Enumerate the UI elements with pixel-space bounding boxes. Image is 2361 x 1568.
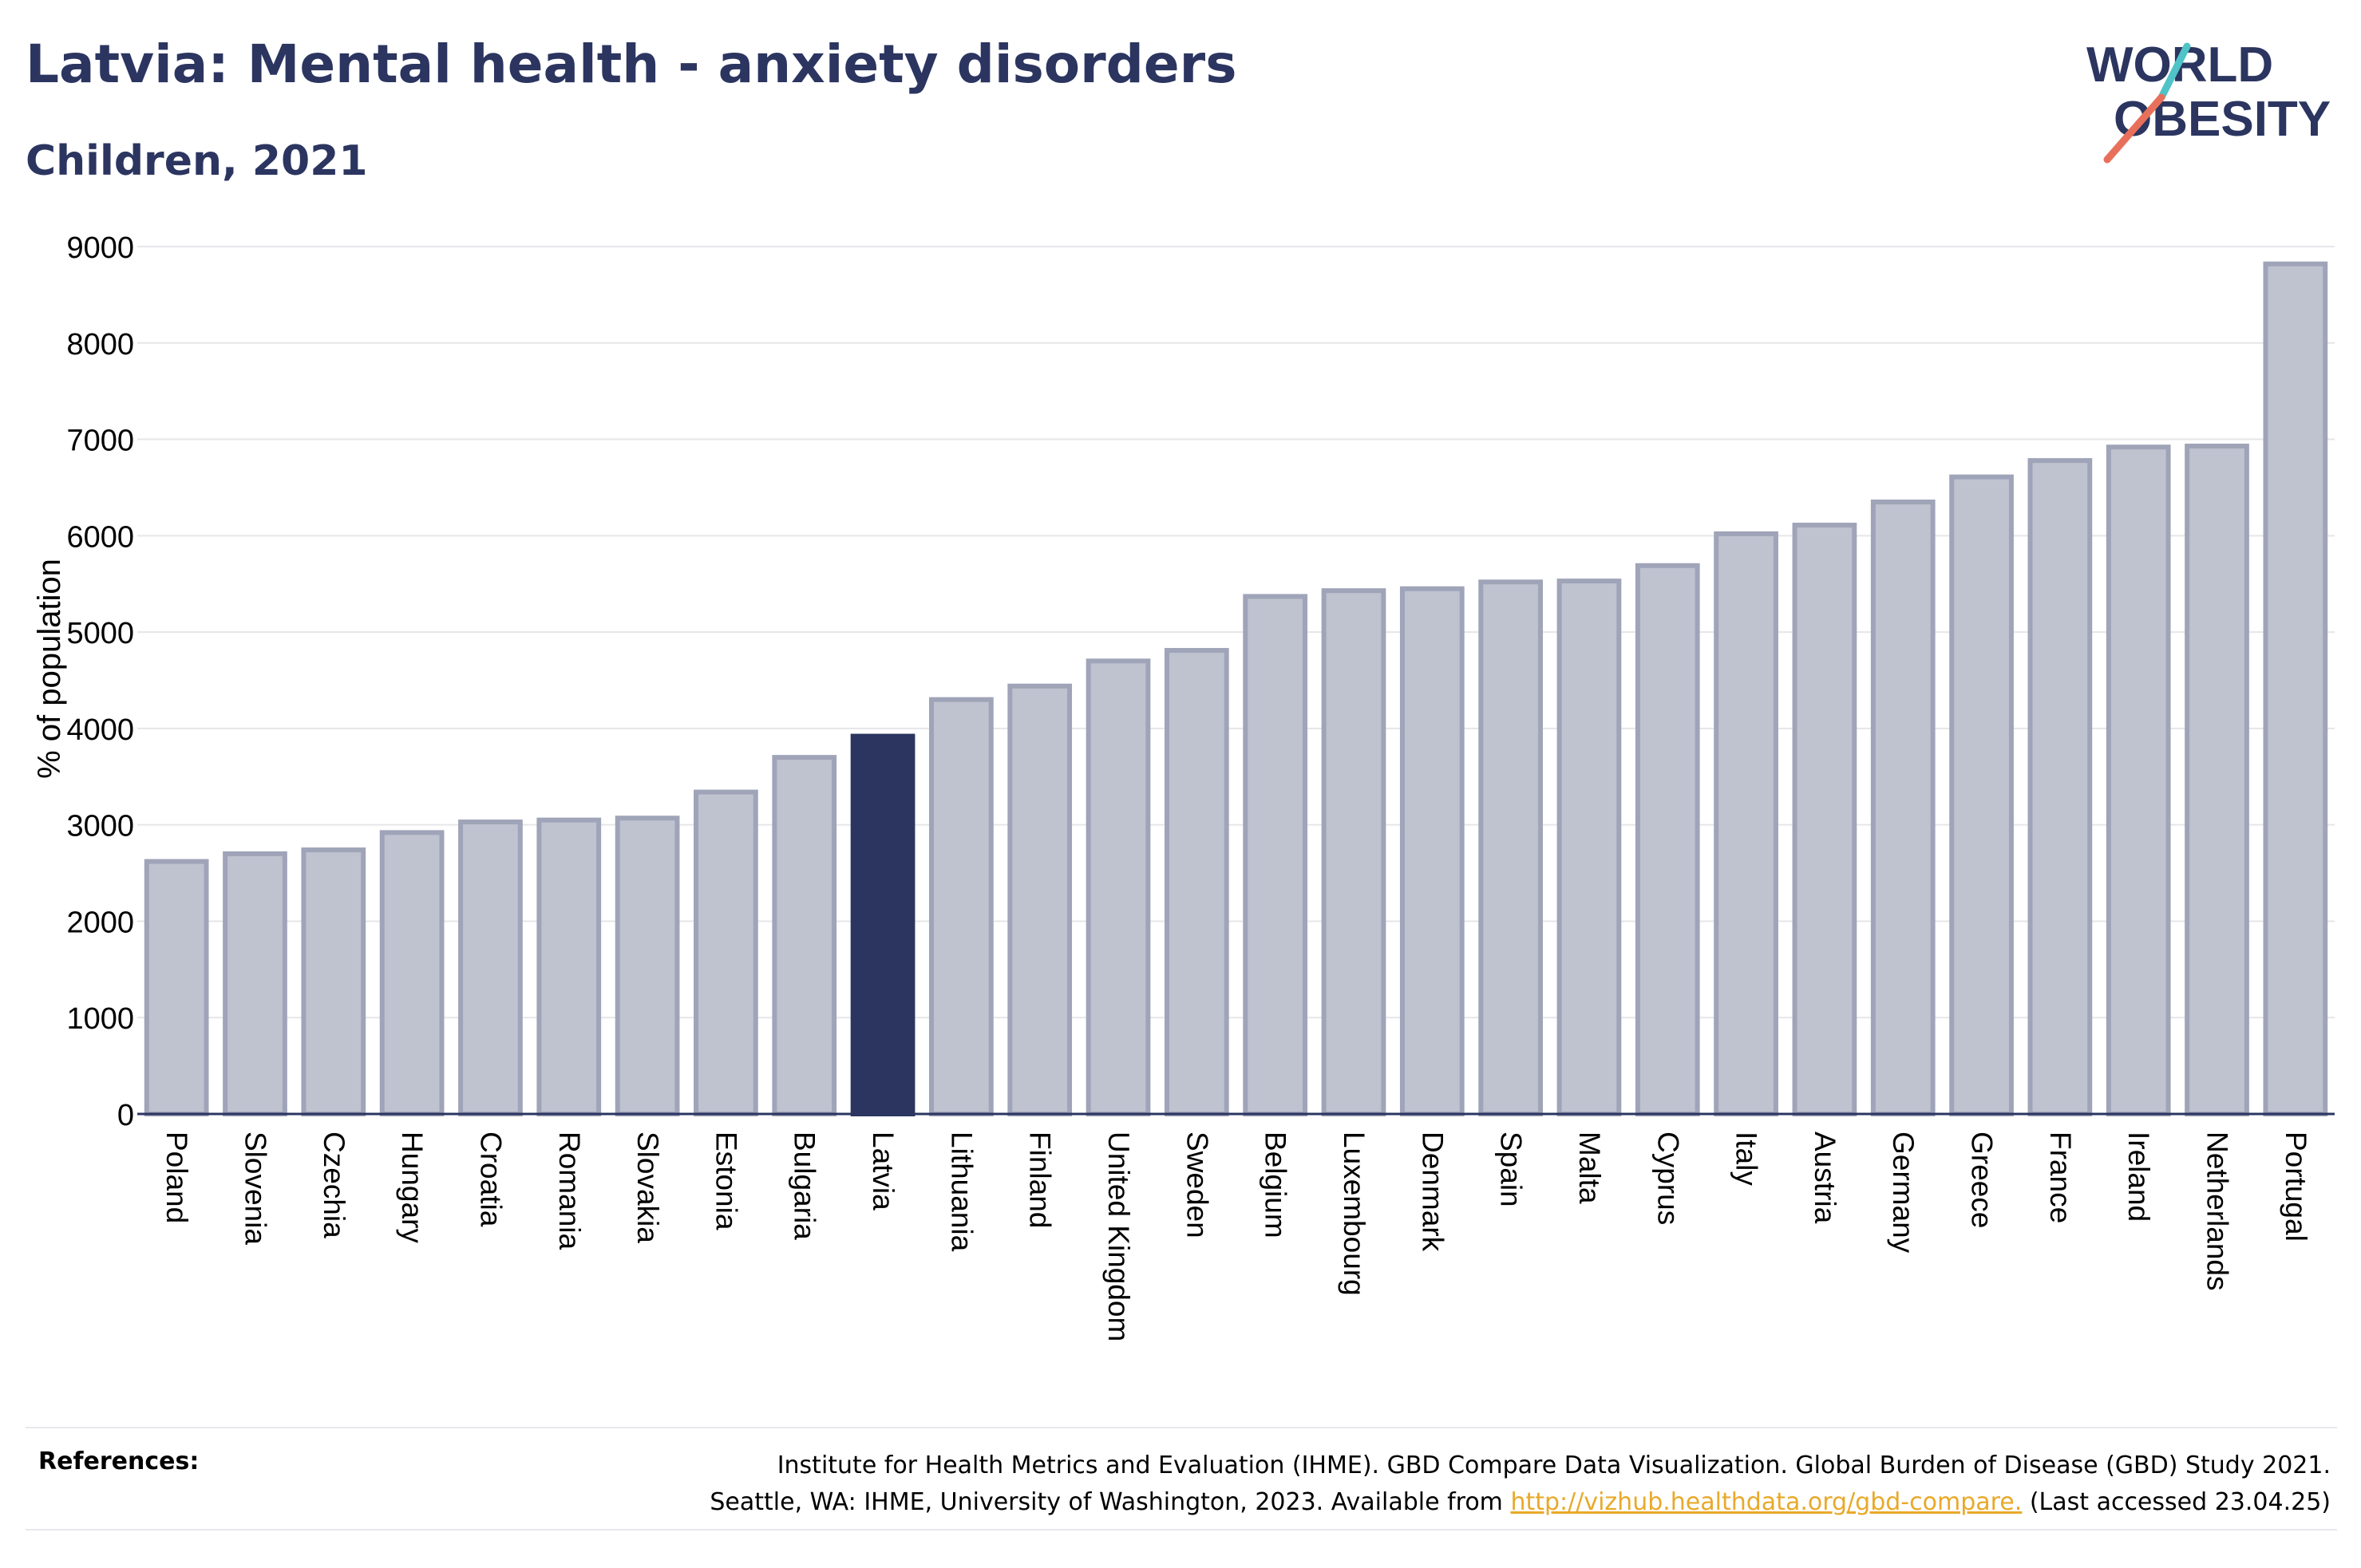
- bar-united-kingdom: [1086, 658, 1151, 1116]
- bar-spain: [1478, 579, 1543, 1116]
- world-obesity-logo: WORLD OBESITY: [2086, 38, 2331, 164]
- y-tick-label: 7000: [66, 425, 134, 458]
- y-tick-label: 2000: [66, 906, 134, 939]
- bar-netherlands: [2185, 444, 2249, 1116]
- bar-croatia: [458, 820, 523, 1116]
- bar-malta: [1556, 579, 1622, 1116]
- x-tick-label: Malta: [1573, 1132, 1606, 1204]
- x-tick-label: Romania: [553, 1132, 586, 1250]
- x-tick-label: Greece: [1966, 1132, 1999, 1228]
- x-tick-label: Belgium: [1260, 1132, 1292, 1238]
- x-tick-label: United Kingdom: [1102, 1132, 1135, 1341]
- bar-estonia: [694, 789, 758, 1116]
- y-tick-label: 5000: [66, 617, 134, 650]
- x-axis-ticks: Poland Slovenia Czechia Hungary Croatia Roman…: [160, 1132, 2312, 1341]
- x-tick-label: Slovakia: [631, 1132, 664, 1243]
- bar-austria: [1792, 523, 1857, 1116]
- bar-lithuania: [929, 697, 994, 1116]
- y-tick-label: 0: [117, 1099, 134, 1132]
- bar-romania: [536, 817, 602, 1117]
- bar-sweden: [1164, 648, 1229, 1116]
- bar-poland: [144, 859, 209, 1117]
- bar-ireland: [2106, 444, 2171, 1116]
- x-tick-label: Slovenia: [239, 1132, 271, 1245]
- x-tick-label: Luxembourg: [1338, 1132, 1370, 1296]
- y-tick-label: 9000: [66, 231, 134, 265]
- references-link[interactable]: http://vizhub.healthdata.org/gbd-compare…: [1510, 1488, 2023, 1516]
- y-axis-label: % of population: [32, 559, 67, 779]
- bar-denmark: [1399, 586, 1465, 1116]
- references-line-2-prefix: Seattle, WA: IHME, University of Washing…: [710, 1488, 1511, 1516]
- bar-czechia: [301, 847, 366, 1116]
- bar-bulgaria: [772, 755, 837, 1116]
- x-tick-label: France: [2044, 1132, 2077, 1223]
- bar-italy: [1714, 531, 1778, 1116]
- bar-hungary: [379, 830, 445, 1116]
- x-tick-label: Lithuania: [945, 1132, 978, 1252]
- references-section: References: Institute for Health Metrics…: [26, 1427, 2337, 1530]
- references-text: Institute for Health Metrics and Evaluat…: [710, 1448, 2331, 1521]
- y-tick-label: 3000: [66, 810, 134, 843]
- references-line-2-suffix: (Last accessed 23.04.25): [2022, 1488, 2331, 1516]
- references-label: References:: [38, 1448, 200, 1475]
- bar-belgium: [1243, 594, 1308, 1116]
- logo-slash-coral: [2103, 93, 2165, 164]
- x-tick-label: Netherlands: [2201, 1132, 2234, 1291]
- x-tick-label: Spain: [1495, 1132, 1528, 1207]
- x-tick-label: Poland: [160, 1132, 193, 1223]
- logo-text-obesity: OBESITY: [2114, 92, 2331, 147]
- x-tick-label: Estonia: [710, 1132, 742, 1230]
- x-tick-label: Bulgaria: [789, 1132, 821, 1240]
- y-axis-ticks: 0 1000 2000 3000 4000 5000 6000 7000 8000 9000: [66, 231, 134, 1132]
- bar-germany: [1870, 500, 1936, 1116]
- x-tick-label: Czechia: [318, 1132, 350, 1238]
- x-tick-label: Hungary: [396, 1132, 429, 1243]
- bars: [144, 261, 2328, 1117]
- bar-cyprus: [1635, 563, 1700, 1116]
- x-tick-label: Austria: [1809, 1132, 1841, 1224]
- x-tick-label: Latvia: [867, 1132, 900, 1211]
- references-line-2: Seattle, WA: IHME, University of Washing…: [710, 1484, 2331, 1521]
- y-tick-label: 1000: [66, 1002, 134, 1036]
- bar-portugal: [2263, 261, 2328, 1116]
- x-tick-label: Sweden: [1180, 1132, 1213, 1238]
- y-tick-label: 8000: [66, 328, 134, 361]
- bar-luxembourg: [1321, 588, 1386, 1116]
- x-tick-label: Cyprus: [1651, 1132, 1684, 1225]
- bar-slovenia: [223, 851, 287, 1117]
- x-tick-label: Portugal: [2280, 1132, 2312, 1242]
- references-line-1: Institute for Health Metrics and Evaluat…: [777, 1451, 2331, 1479]
- bar-slovakia: [615, 816, 680, 1117]
- bar-greece: [1949, 474, 2014, 1116]
- x-tick-label: Croatia: [474, 1132, 507, 1227]
- logo-slash-teal: [2157, 42, 2191, 101]
- x-tick-label: Italy: [1730, 1132, 1763, 1186]
- y-tick-label: 4000: [66, 713, 134, 747]
- x-tick-label: Finland: [1024, 1132, 1057, 1228]
- y-tick-label: 6000: [66, 520, 134, 554]
- x-tick-label: Ireland: [2122, 1132, 2155, 1222]
- bar-finland: [1007, 683, 1073, 1116]
- x-tick-label: Denmark: [1416, 1132, 1449, 1252]
- chart-title: Latvia: Mental health - anxiety disorder…: [26, 34, 1237, 95]
- chart-subtitle: Children, 2021: [26, 137, 368, 185]
- bar-france: [2027, 458, 2093, 1116]
- bar-latvia: [850, 733, 916, 1116]
- x-tick-label: Germany: [1887, 1132, 1920, 1254]
